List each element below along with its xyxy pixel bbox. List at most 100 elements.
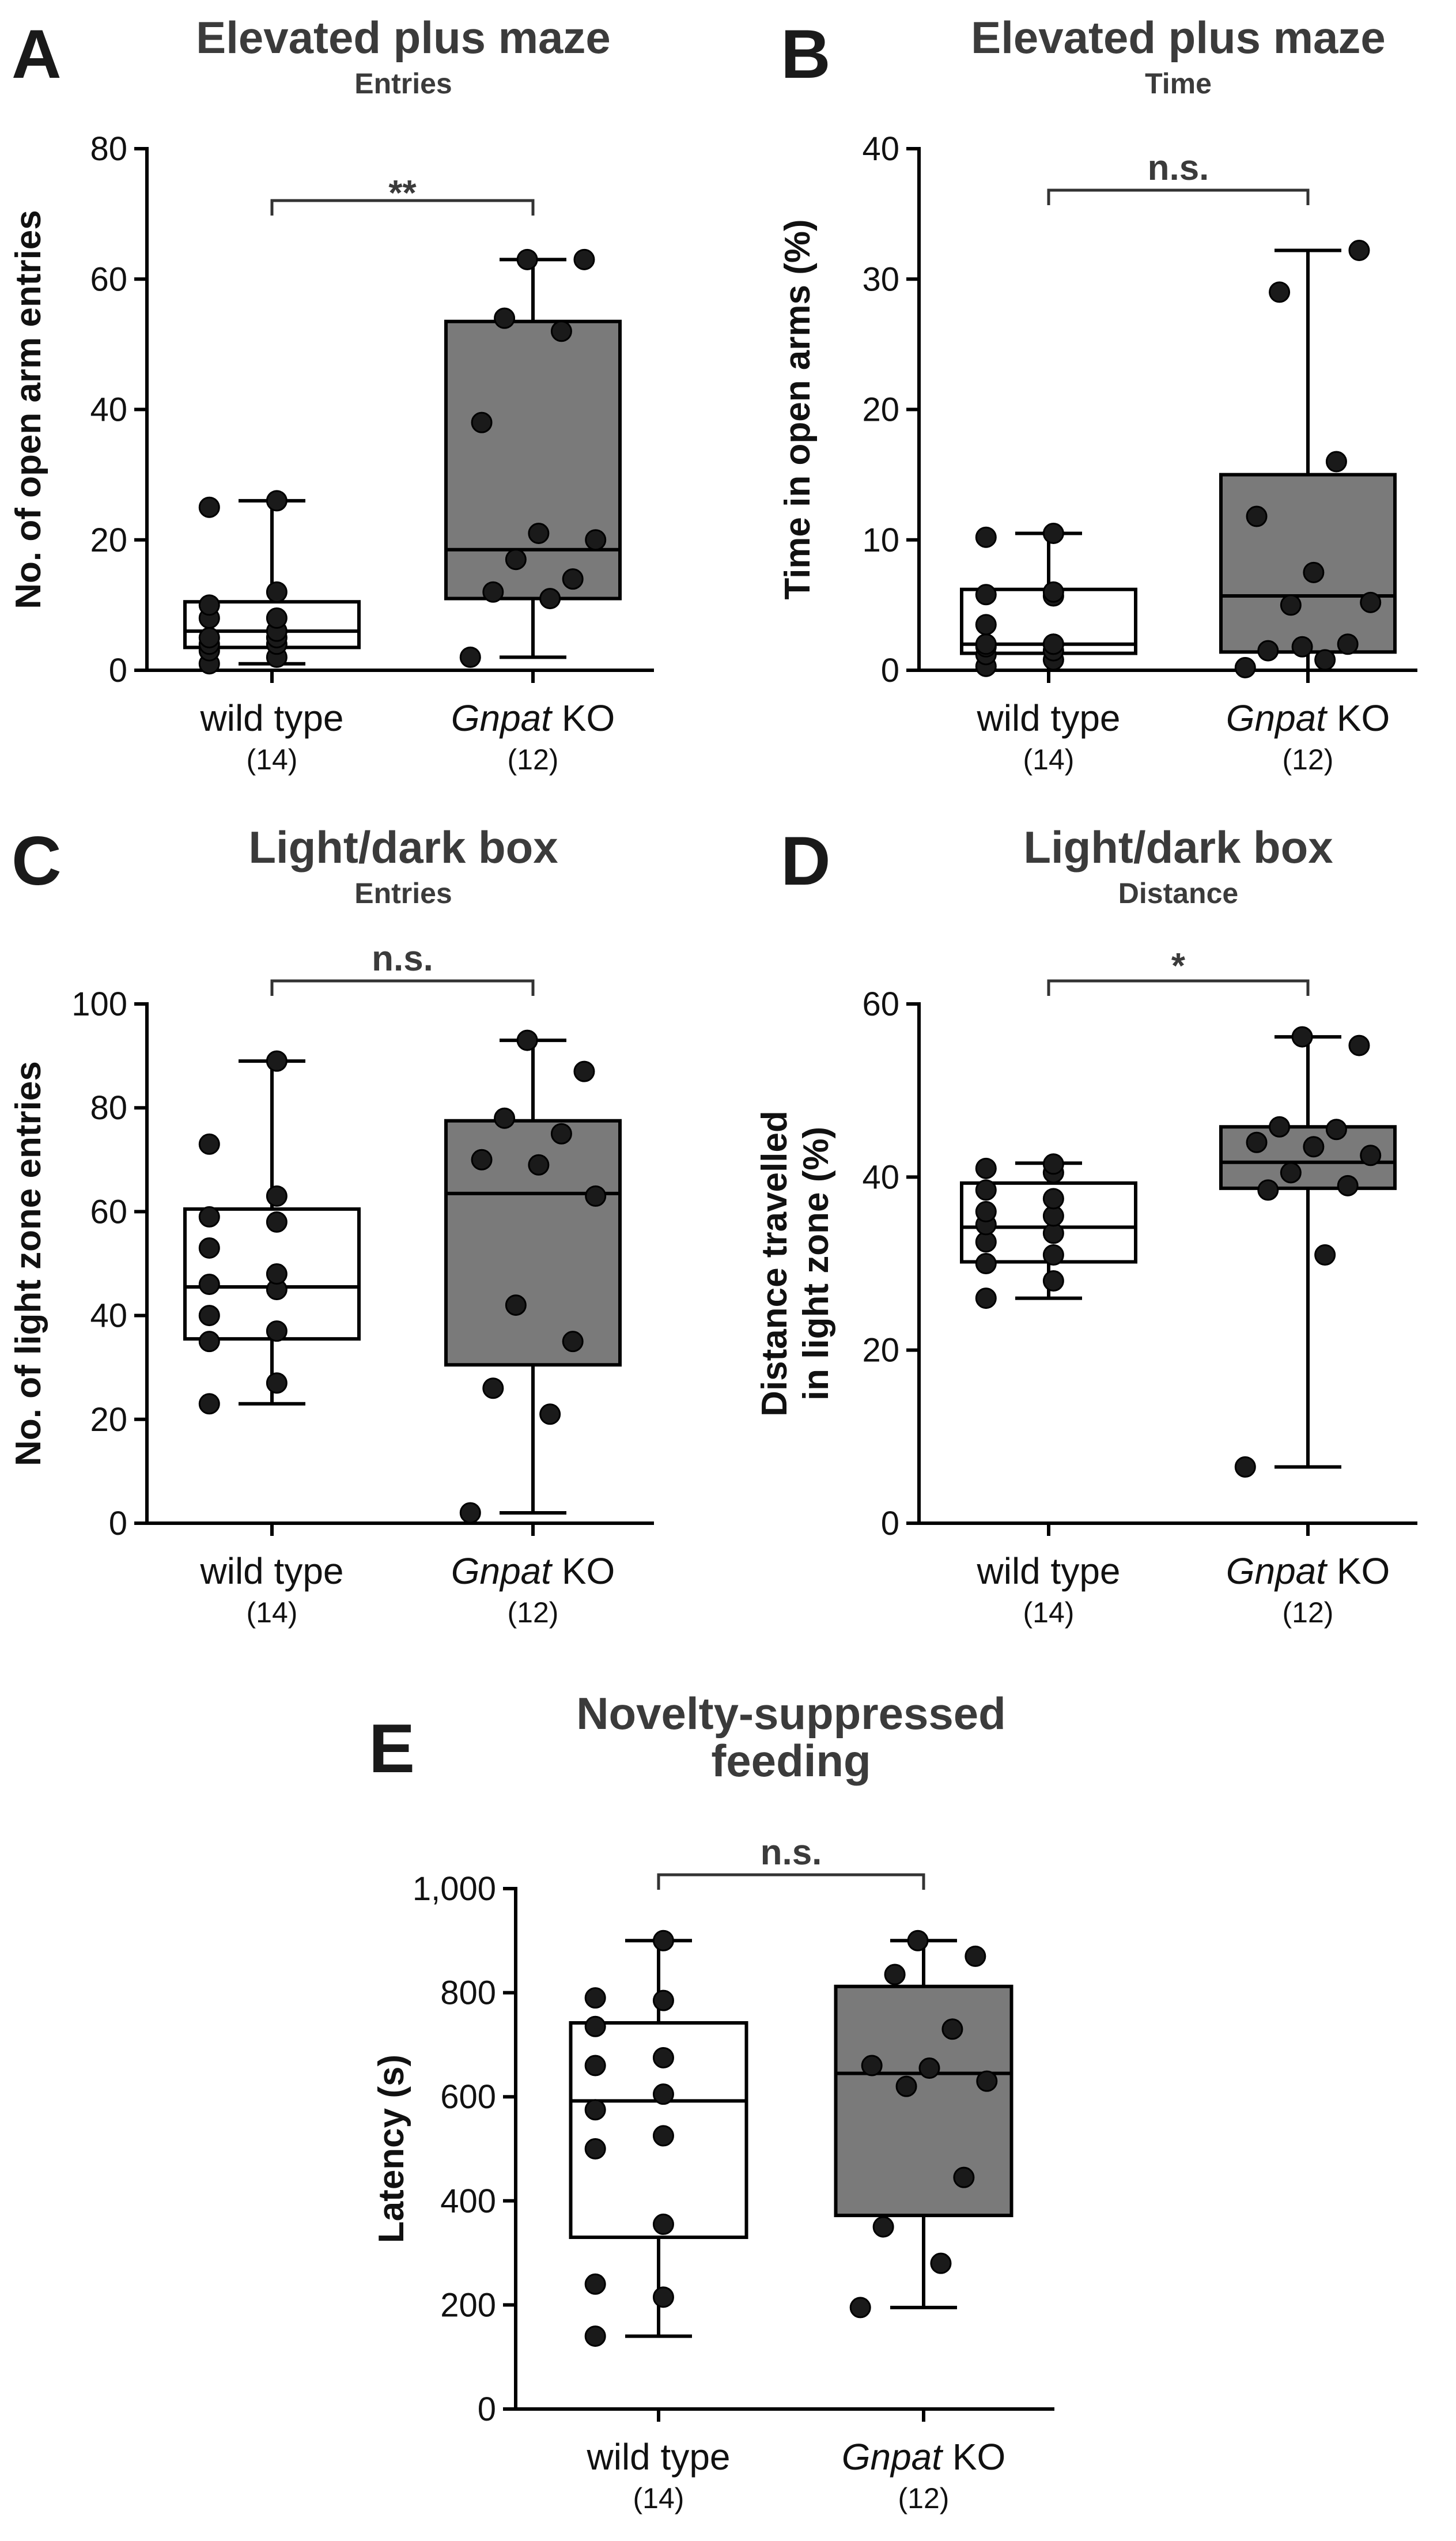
data-point: [1234, 1456, 1256, 1478]
data-point: [1348, 1034, 1370, 1056]
data-point: [652, 1930, 674, 1951]
data-point: [976, 2070, 998, 2092]
data-point: [266, 490, 288, 512]
y-tick-label: 20: [862, 391, 899, 429]
data-point: [1257, 1179, 1279, 1201]
significance-label: **: [388, 173, 417, 213]
data-point: [652, 2083, 674, 2105]
data-point: [585, 529, 607, 551]
data-point: [975, 1288, 997, 1309]
group-n-label: (12): [508, 1596, 559, 1629]
data-point: [1042, 1153, 1064, 1175]
data-point: [1325, 451, 1347, 473]
data-point: [584, 2055, 606, 2076]
group-n-label: (12): [1283, 1596, 1334, 1629]
data-point: [494, 1107, 516, 1129]
group-n-label: (14): [1023, 743, 1075, 776]
group-n-label: (14): [1023, 1596, 1075, 1629]
group-gnpat-ko: Gnpat KO (12): [834, 1930, 1013, 2514]
data-point: [266, 1372, 288, 1394]
significance-bracket: [657, 1873, 925, 1890]
data-point: [1280, 1162, 1302, 1184]
y-axis-label: No. of light zone entries: [9, 1061, 48, 1466]
group-label-italic: Gnpat: [451, 1550, 553, 1592]
y-tick-label: 40: [862, 130, 899, 168]
chart-title: Light/dark box: [248, 822, 558, 873]
data-point: [652, 2047, 674, 2068]
data-point: [584, 2015, 606, 2037]
y-axis-label: No. of open arm entries: [9, 210, 48, 609]
panel-letter: B: [781, 16, 831, 93]
significance-label: *: [1171, 946, 1186, 986]
data-point: [528, 522, 550, 544]
group-gnpat-ko: Gnpat KO (12): [1219, 239, 1397, 776]
data-point: [459, 646, 481, 668]
group-label-italic: Gnpat: [1226, 697, 1328, 739]
box-iqr: [444, 319, 622, 601]
data-point: [584, 2325, 606, 2347]
y-axis-label-line-2: in light zone (%): [796, 1127, 836, 1400]
data-point: [1042, 581, 1064, 603]
data-point: [975, 633, 997, 655]
y-tick-label: 80: [90, 1089, 127, 1127]
group-label-text: KO: [942, 2436, 1005, 2478]
data-point: [1042, 1244, 1064, 1266]
y-tick-label: 40: [90, 391, 127, 429]
significance-label: n.s.: [1148, 148, 1209, 188]
data-point: [907, 1930, 929, 1951]
data-point: [1234, 656, 1256, 678]
data-point: [1042, 1188, 1064, 1210]
data-point: [1246, 1131, 1268, 1153]
group-label-italic: Gnpat: [1226, 1550, 1328, 1592]
data-point: [975, 1200, 997, 1222]
data-point: [1337, 633, 1359, 655]
chart-subtitle: Entries: [354, 877, 452, 909]
data-point: [584, 1987, 606, 2009]
group-label: wild type: [200, 697, 344, 739]
significance-bracket: [1047, 979, 1310, 996]
data-point: [505, 549, 527, 571]
group-label: Gnpat KO: [1226, 697, 1390, 739]
data-point: [953, 2166, 975, 2188]
y-axis-label: Latency (s): [372, 2055, 411, 2243]
data-point: [1360, 1145, 1382, 1166]
y-axis-label: Time in open arms (%): [778, 219, 818, 599]
chart-subtitle: Time: [1145, 67, 1212, 100]
data-point: [1337, 1175, 1359, 1196]
data-point: [198, 1133, 220, 1155]
group-label-text: KO: [551, 1550, 615, 1592]
chart-title-line-2: feeding: [711, 1735, 871, 1786]
data-point: [884, 1964, 906, 1985]
y-tick-label: 20: [862, 1332, 899, 1369]
data-point: [266, 1320, 288, 1342]
group-n-label: (14): [633, 2482, 684, 2514]
panel-c: C Light/dark box Entries No. of light zone …: [9, 822, 654, 1629]
data-point: [198, 1305, 220, 1327]
data-point: [1291, 636, 1313, 658]
group-label: Gnpat KO: [842, 2436, 1006, 2478]
data-point: [975, 526, 997, 548]
data-point: [1303, 1136, 1325, 1158]
data-point: [266, 581, 288, 603]
data-point: [1325, 1119, 1347, 1141]
y-tick-label: 1,000: [413, 1870, 496, 1908]
data-point: [585, 1185, 607, 1207]
y-tick-label: 60: [862, 986, 899, 1023]
y-tick-label: 400: [440, 2183, 496, 2220]
group-label: Gnpat KO: [451, 697, 615, 739]
y-tick-label: 0: [109, 1505, 127, 1542]
data-point: [1314, 649, 1336, 671]
y-tick-label: 60: [90, 1193, 127, 1230]
group-wild-type: wild type (14): [960, 1153, 1137, 1629]
y-tick-label: 40: [862, 1158, 899, 1196]
significance-label: n.s.: [761, 1833, 822, 1872]
data-point: [198, 1206, 220, 1228]
data-point: [539, 588, 561, 610]
data-point: [1042, 522, 1064, 544]
data-point: [482, 1377, 504, 1399]
data-point: [1360, 591, 1382, 613]
y-tick-label: 40: [90, 1297, 127, 1335]
data-point: [482, 581, 504, 603]
data-point: [652, 2213, 674, 2235]
